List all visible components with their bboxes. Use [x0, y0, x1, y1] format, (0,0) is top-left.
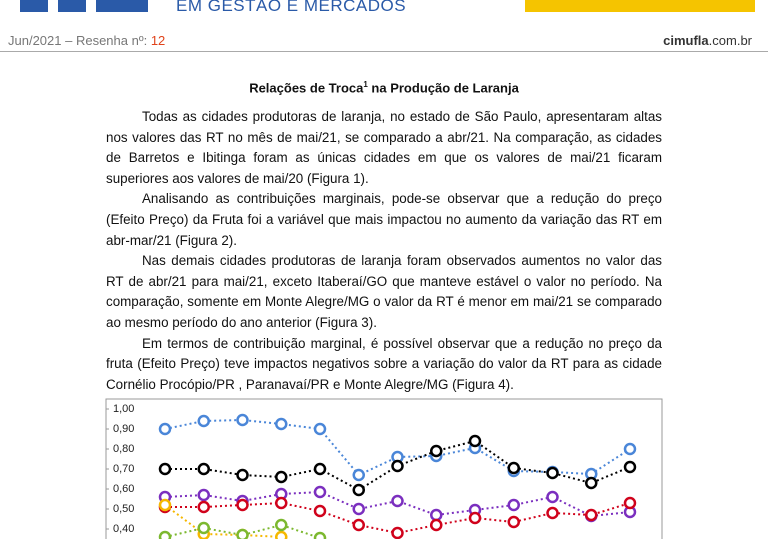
y-tick-label: 0,70	[113, 463, 134, 475]
point	[313, 462, 327, 476]
issue-number: 12	[150, 33, 166, 48]
point	[158, 422, 172, 436]
point	[352, 518, 365, 532]
point	[623, 442, 637, 456]
y-tick-label: 0,90	[113, 423, 134, 435]
point	[313, 422, 327, 436]
point	[275, 470, 288, 484]
point	[236, 498, 249, 512]
point	[546, 490, 559, 504]
site-rest: .com.br	[708, 33, 752, 48]
series-line	[164, 504, 282, 538]
point	[236, 413, 249, 427]
point	[313, 531, 327, 539]
point	[236, 528, 249, 539]
point	[158, 498, 172, 512]
point	[197, 488, 210, 502]
point	[507, 498, 520, 512]
y-tick-label: 0,50	[113, 503, 134, 515]
site: cimufla.com.br	[663, 33, 752, 48]
point	[391, 494, 404, 508]
point	[468, 434, 482, 448]
point	[352, 468, 365, 482]
point	[158, 530, 172, 539]
paragraph: Em termos de contribuição marginal, é po…	[106, 335, 662, 392]
y-tick-label: 0,60	[113, 483, 134, 495]
y-tick-label: 0,80	[113, 443, 134, 455]
point	[430, 444, 443, 458]
point	[352, 502, 365, 516]
chart: 1,00 0,90 0,80 0,70 0,60 0,50 0,40	[105, 398, 663, 539]
divider	[0, 51, 768, 52]
point	[430, 518, 443, 532]
point	[352, 483, 365, 497]
issue-line: Jun/2021 – Resenha nº: 12	[8, 33, 165, 48]
banner	[525, 0, 755, 12]
title: Relações de Troca	[249, 80, 364, 96]
point	[391, 459, 404, 473]
point	[275, 496, 288, 510]
title-rest: na Produção de Laranja	[367, 80, 519, 96]
point	[158, 462, 172, 476]
point	[546, 506, 559, 520]
title-footnote: 1	[363, 80, 368, 89]
point	[197, 521, 210, 535]
point	[623, 460, 637, 474]
point	[197, 500, 210, 514]
logo-subtitle: EM GESTÃO E MERCADOS	[176, 0, 407, 15]
point	[546, 466, 559, 480]
y-tick-label: 1,00	[113, 403, 134, 415]
point	[275, 518, 288, 532]
chart-frame	[105, 398, 663, 539]
point	[507, 515, 520, 529]
point	[430, 508, 443, 522]
point	[197, 462, 210, 476]
point	[585, 476, 598, 490]
point	[275, 530, 288, 539]
y-tick-label: 0,40	[113, 523, 134, 535]
logo	[20, 0, 150, 14]
paragraph: Analisando as contribuições marginais, p…	[106, 191, 662, 248]
point	[197, 414, 210, 428]
point	[313, 504, 327, 518]
paragraph: Nas demais cidades produtoras de laranja…	[106, 253, 662, 330]
point	[313, 485, 327, 499]
site-bold: cimufla	[663, 33, 709, 48]
point	[236, 468, 249, 482]
article-body: Todas as cidades produtoras de laranja, …	[106, 107, 662, 395]
series-line	[164, 523, 321, 539]
point	[468, 511, 482, 525]
point	[507, 461, 520, 475]
point	[391, 526, 404, 539]
point	[585, 508, 598, 522]
point	[623, 496, 637, 510]
paragraph: Todas as cidades produtoras de laranja, …	[106, 109, 662, 186]
issue: Jun/2021 – Resenha nº:	[8, 33, 148, 48]
point	[275, 417, 288, 431]
article-title: Relações de Troca1 na Produção de Laranj…	[0, 80, 768, 95]
